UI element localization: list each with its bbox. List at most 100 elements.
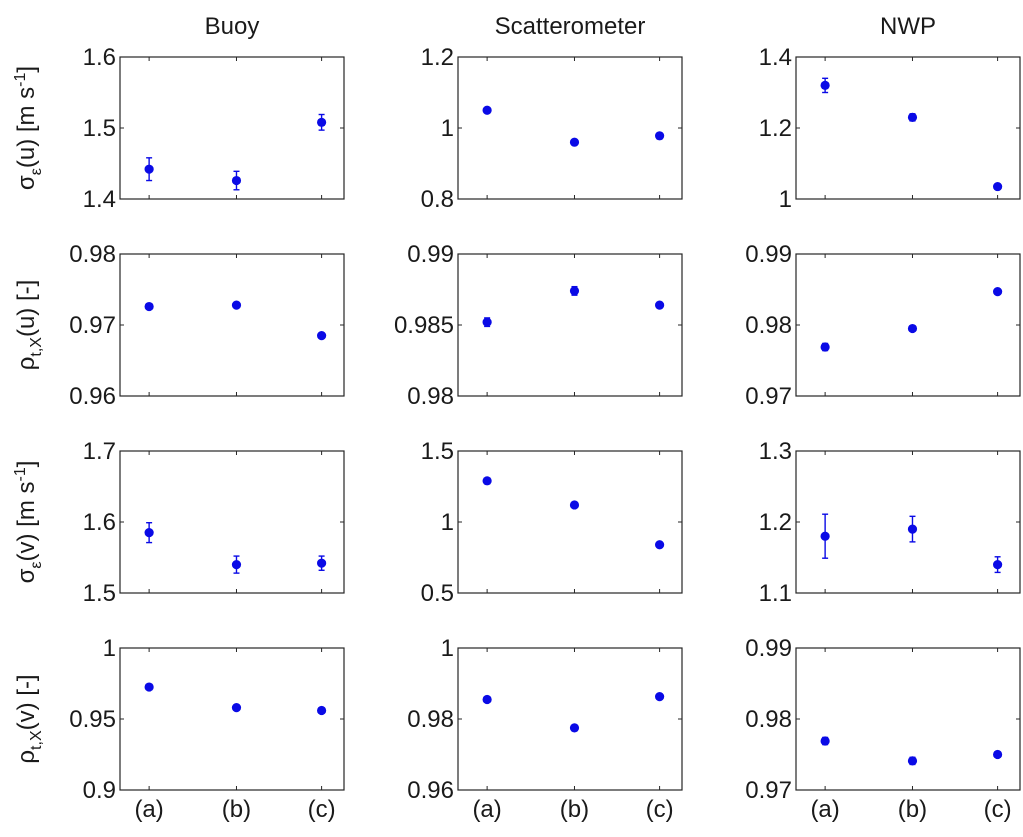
x-tick-label: (c) (308, 796, 336, 823)
y-tick-label: 1.5 (421, 438, 454, 465)
y-axis-label-part: -1 (12, 72, 29, 86)
plot-frame (119, 253, 345, 397)
data-point (993, 287, 1003, 297)
y-tick-label: 0.99 (745, 241, 792, 268)
y-tick-label: 1.3 (759, 438, 792, 465)
data-point (993, 181, 1003, 192)
data-point (569, 137, 580, 147)
data-point (231, 300, 242, 310)
x-tick-label: (b) (898, 796, 927, 823)
y-axis-label-part: σ (13, 568, 40, 583)
data-point (231, 560, 242, 570)
y-tick-label: 0.97 (745, 383, 792, 410)
data-point (907, 323, 918, 334)
column-title: Buoy (205, 13, 260, 40)
plot-frame (119, 450, 345, 594)
data-point (907, 524, 918, 534)
data-point (655, 692, 665, 702)
data-point (231, 175, 242, 186)
y-tick-label: 0.98 (407, 383, 454, 410)
y-tick-label: 1.6 (83, 509, 116, 536)
column-title: NWP (880, 13, 936, 40)
data-point (907, 112, 918, 122)
y-axis-label-part: ] (13, 461, 40, 468)
y-axis-label-part: (u) [m s (13, 87, 40, 168)
data-point (993, 560, 1003, 570)
y-tick-label: 0.99 (407, 241, 454, 268)
subplot-panel: 1.1 1.2 1.3 (759, 438, 1021, 607)
y-axis-label-part: -1 (12, 467, 29, 481)
data-point (317, 117, 327, 127)
data-point (569, 286, 580, 296)
y-tick-label: 0.985 (394, 312, 454, 339)
data-point (569, 500, 580, 510)
subplot-panel: 1.5 1.6 1.7 (83, 438, 345, 607)
data-point (144, 528, 154, 538)
data-point (993, 749, 1003, 760)
y-tick-label: 0.95 (69, 706, 116, 733)
x-tick-label: (a) (134, 796, 163, 823)
data-point (820, 342, 830, 352)
data-point (144, 164, 154, 174)
y-tick-label: 0.98 (69, 241, 116, 268)
y-tick-label: 0.96 (407, 777, 454, 804)
x-tick-label: (b) (560, 796, 589, 823)
data-point (820, 531, 830, 541)
x-tick-label: (b) (222, 796, 251, 823)
y-axis-label-part: t,X (28, 337, 45, 357)
plot-frame (795, 647, 1021, 791)
y-axis-label: σε(u) [m s-1] (12, 66, 45, 190)
y-tick-label: 1.5 (83, 115, 116, 142)
data-point (820, 80, 830, 90)
subplot-panel: 0.96 0.98 1 (a) (b) (c) (407, 635, 683, 823)
plot-frame (457, 647, 683, 791)
y-tick-label: 1.4 (83, 186, 116, 213)
y-tick-label: 1.2 (421, 44, 454, 71)
data-point (144, 301, 154, 312)
subplot-panel: 1.4 1.5 1.6 (83, 44, 345, 213)
y-tick-label: 0.97 (745, 777, 792, 804)
y-axis-label-part: ρ (13, 750, 40, 764)
plot-frame (795, 450, 1021, 594)
y-axis-label-part: σ (13, 175, 40, 190)
y-axis-label-part: t,X (28, 730, 45, 750)
y-tick-label: 1.2 (759, 509, 792, 536)
plot-frame (795, 56, 1021, 200)
y-tick-label: 0.8 (421, 186, 454, 213)
x-tick-label: (c) (984, 796, 1012, 823)
subplot-panel: 0.98 0.985 0.99 (394, 241, 683, 410)
data-point (655, 131, 665, 141)
y-tick-label: 1.6 (83, 44, 116, 71)
subplot-panel: 0.97 0.98 0.99 (745, 241, 1021, 410)
y-axis-label-part: ε (28, 168, 45, 175)
y-tick-label: 1 (103, 635, 116, 662)
data-point (482, 317, 492, 327)
y-tick-label: 1 (441, 115, 454, 142)
subplot-panel: 1 1.2 1.4 (759, 44, 1021, 213)
x-tick-label: (c) (646, 796, 674, 823)
y-tick-label: 1 (441, 509, 454, 536)
data-point (317, 558, 327, 568)
subplot-panel: 0.97 0.98 0.99 (a) (b) (c) (745, 635, 1021, 823)
y-axis-label-part: (u) [-] (13, 280, 40, 337)
y-axis-label-part: (v) [m s (13, 481, 40, 561)
x-tick-label: (a) (472, 796, 501, 823)
y-axis-label-part: ε (28, 561, 45, 568)
plot-frame (795, 253, 1021, 397)
y-axis-label: σε(v) [m s-1] (12, 461, 45, 584)
y-tick-label: 0.9 (83, 777, 116, 804)
x-tick-label: (a) (810, 796, 839, 823)
data-point (482, 105, 492, 115)
data-point (317, 331, 327, 341)
plot-frame (457, 450, 683, 594)
y-tick-label: 0.98 (407, 706, 454, 733)
y-tick-label: 1.5 (83, 580, 116, 607)
plot-frame (119, 647, 345, 791)
data-point (482, 476, 492, 486)
data-point (907, 756, 918, 766)
y-axis-label-part: (v) [-] (13, 674, 40, 730)
data-point (144, 682, 154, 692)
data-point (655, 300, 665, 310)
y-axis-label: ρt,X(v) [-] (13, 674, 45, 763)
